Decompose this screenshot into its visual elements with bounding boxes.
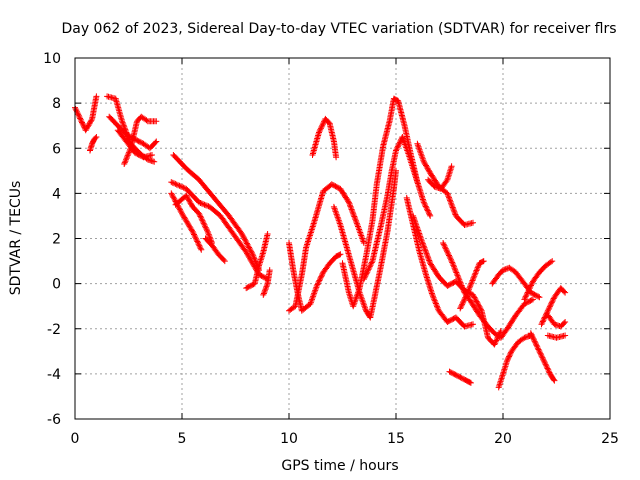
x-tick-label: 20 [494, 431, 512, 447]
y-axis-label: SDTVAR / TECUs [8, 181, 24, 296]
series-arc-ag [544, 332, 569, 341]
series-arc-w [425, 163, 455, 192]
series-arc-z [457, 258, 487, 312]
marker-trace [527, 330, 558, 384]
marker-trace [440, 240, 536, 341]
series-arc-af [544, 312, 569, 330]
marker-trace [286, 181, 367, 314]
marker-trace [243, 231, 271, 292]
marker-trace [446, 368, 474, 386]
series-arc-l [243, 231, 271, 292]
marker-trace [360, 134, 434, 283]
series-arc-h [168, 179, 271, 283]
marker-trace [87, 134, 100, 154]
marker-trace [168, 179, 271, 283]
chart-title: Day 062 of 2023, Sidereal Day-to-day VTE… [61, 21, 616, 37]
marker-trace [121, 113, 160, 167]
plot-frame [74, 57, 611, 420]
x-tick-label: 0 [71, 431, 80, 447]
series-arc-m [260, 267, 273, 298]
series-arc-g [170, 152, 262, 274]
series-arc-n [286, 240, 344, 314]
marker-trace [403, 194, 476, 330]
y-tick-label: 10 [43, 51, 61, 67]
marker-trace [260, 267, 273, 298]
series-arc-p [309, 115, 340, 161]
marker-trace [544, 332, 569, 341]
series-arc-ac [527, 330, 558, 384]
marker-trace [309, 115, 340, 161]
marker-trace [495, 332, 534, 391]
series-arc-a [72, 93, 100, 134]
x-tick-label: 5 [178, 431, 187, 447]
marker-trace [544, 312, 569, 330]
series-arc-f [121, 113, 160, 167]
marker-trace [339, 95, 421, 310]
y-tick-label: 8 [52, 96, 61, 112]
series-arc-j [172, 192, 215, 246]
series-arc-x [440, 240, 536, 341]
x-tick-label: 15 [387, 431, 405, 447]
series-arc-s [360, 134, 434, 283]
series-arc-y [446, 368, 474, 386]
marker-trace [172, 192, 215, 246]
x-tick-label: 10 [280, 431, 298, 447]
marker-trace [457, 258, 487, 312]
marker-trace [170, 152, 262, 274]
x-tick-label: 25 [601, 431, 619, 447]
marker-trace [521, 258, 556, 303]
series-arc-o [286, 181, 367, 314]
marker-trace [202, 235, 228, 265]
series-arc-r [339, 95, 421, 310]
marker-trace [425, 163, 455, 192]
x-axis-label: GPS time / hours [281, 458, 398, 474]
y-tick-label: 0 [52, 277, 61, 293]
data-markers [72, 93, 569, 391]
y-tick-label: -2 [47, 322, 61, 338]
grid-lines [75, 58, 610, 419]
y-tick-label: 4 [52, 186, 61, 202]
marker-trace [286, 240, 344, 314]
axis-ticks: 0 5 10 15 20 25 -6 -4 -2 0 2 4 6 8 10 [43, 51, 619, 447]
series-arc-k [202, 235, 228, 265]
series-arc-t [403, 194, 476, 330]
y-tick-label: -4 [47, 367, 61, 383]
marker-trace [72, 93, 100, 134]
y-tick-label: -6 [47, 412, 61, 428]
series-arc-ad [521, 258, 556, 303]
series-arc-aa [495, 332, 534, 391]
series-arc-b [87, 134, 100, 154]
y-tick-label: 2 [52, 232, 61, 248]
y-tick-label: 6 [52, 141, 61, 157]
